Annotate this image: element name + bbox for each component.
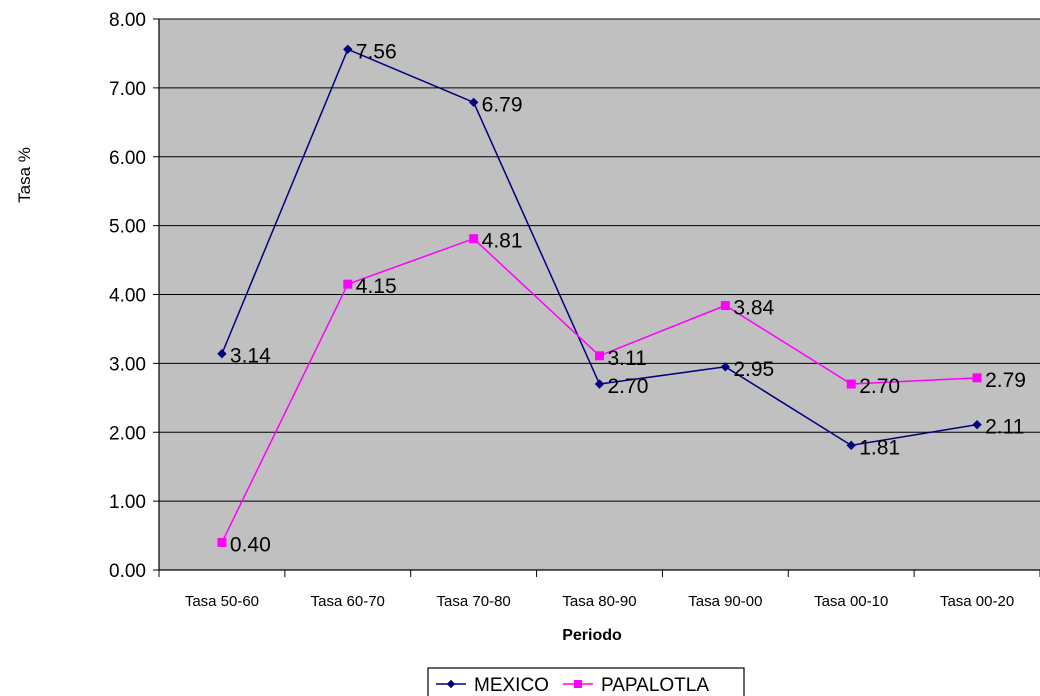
y-tick-label: 5.00 xyxy=(109,217,146,238)
data-label: 3.84 xyxy=(733,297,774,320)
data-label: 1.81 xyxy=(859,436,900,459)
data-label: 3.14 xyxy=(230,345,271,368)
y-axis-title: Tasa % xyxy=(15,147,34,203)
data-label: 7.56 xyxy=(356,40,397,63)
data-point xyxy=(217,537,227,547)
legend-label: MEXICO xyxy=(474,675,549,696)
data-point xyxy=(573,680,582,688)
legend-box xyxy=(427,667,745,696)
y-tick-label: 7.00 xyxy=(109,79,146,100)
data-point xyxy=(594,379,605,389)
x-axis-title: Periodo xyxy=(562,627,622,644)
y-tick-label: 1.00 xyxy=(109,492,146,513)
y-tick-label: 0.00 xyxy=(109,561,146,582)
gridlines xyxy=(159,18,1040,502)
data-label: 4.15 xyxy=(356,275,397,298)
data-point xyxy=(972,419,982,430)
data-point xyxy=(846,379,856,389)
data-label: 2.70 xyxy=(608,375,649,398)
data-point xyxy=(343,279,353,289)
data-point xyxy=(468,97,479,108)
data-label: 3.11 xyxy=(608,347,647,370)
x-tick-label: Tasa 00-20 xyxy=(940,593,1014,610)
series-layer xyxy=(217,44,982,547)
data-labels: 3.14 7.56 6.79 2.70 2.95 1.81 2.11 0.40 4.15 4.81… xyxy=(230,40,1026,556)
legend: MEXICO PAPALOTLA xyxy=(427,667,745,696)
data-point xyxy=(217,349,227,359)
x-tick-label: Tasa 90-00 xyxy=(688,593,762,610)
data-label: 0.40 xyxy=(230,533,271,556)
x-tick-label: Tasa 70-80 xyxy=(437,593,511,610)
x-tick-label: Tasa 00-10 xyxy=(814,593,888,610)
data-point xyxy=(972,373,982,383)
x-axis-ticks: Tasa 50-60 Tasa 60-70 Tasa 70-80 Tasa 80-90… xyxy=(158,570,1040,610)
data-label: 2.79 xyxy=(985,369,1026,392)
x-tick-label: Tasa 50-60 xyxy=(185,593,259,610)
data-label: 4.81 xyxy=(482,230,523,253)
y-tick-label: 8.00 xyxy=(109,10,146,31)
data-point xyxy=(343,44,353,55)
data-point xyxy=(469,234,479,244)
series-mexico xyxy=(217,44,982,451)
data-point xyxy=(720,362,731,372)
y-tick-label: 3.00 xyxy=(109,354,146,375)
data-point xyxy=(720,301,730,311)
y-tick-label: 2.00 xyxy=(109,423,146,444)
legend-label: PAPALOTLA xyxy=(601,675,709,696)
data-point xyxy=(446,679,456,689)
data-label: 2.95 xyxy=(733,358,774,381)
legend-item-mexico: MEXICO xyxy=(436,675,549,696)
x-tick-label: Tasa 60-70 xyxy=(311,593,385,610)
legend-item-papalotla: PAPALOTLA xyxy=(562,675,709,696)
series-papalotla xyxy=(217,234,982,547)
data-label: 2.11 xyxy=(985,416,1024,439)
y-tick-label: 4.00 xyxy=(109,286,146,307)
x-tick-label: Tasa 80-90 xyxy=(562,593,636,610)
data-point xyxy=(846,440,856,451)
data-point xyxy=(595,351,604,361)
y-axis-ticks: 0.00 1.00 2.00 3.00 4.00 5.00 6.00 7.00 8.00 xyxy=(109,10,159,582)
data-label: 6.79 xyxy=(482,93,523,116)
data-label: 2.70 xyxy=(859,375,900,398)
y-tick-label: 6.00 xyxy=(109,148,146,169)
